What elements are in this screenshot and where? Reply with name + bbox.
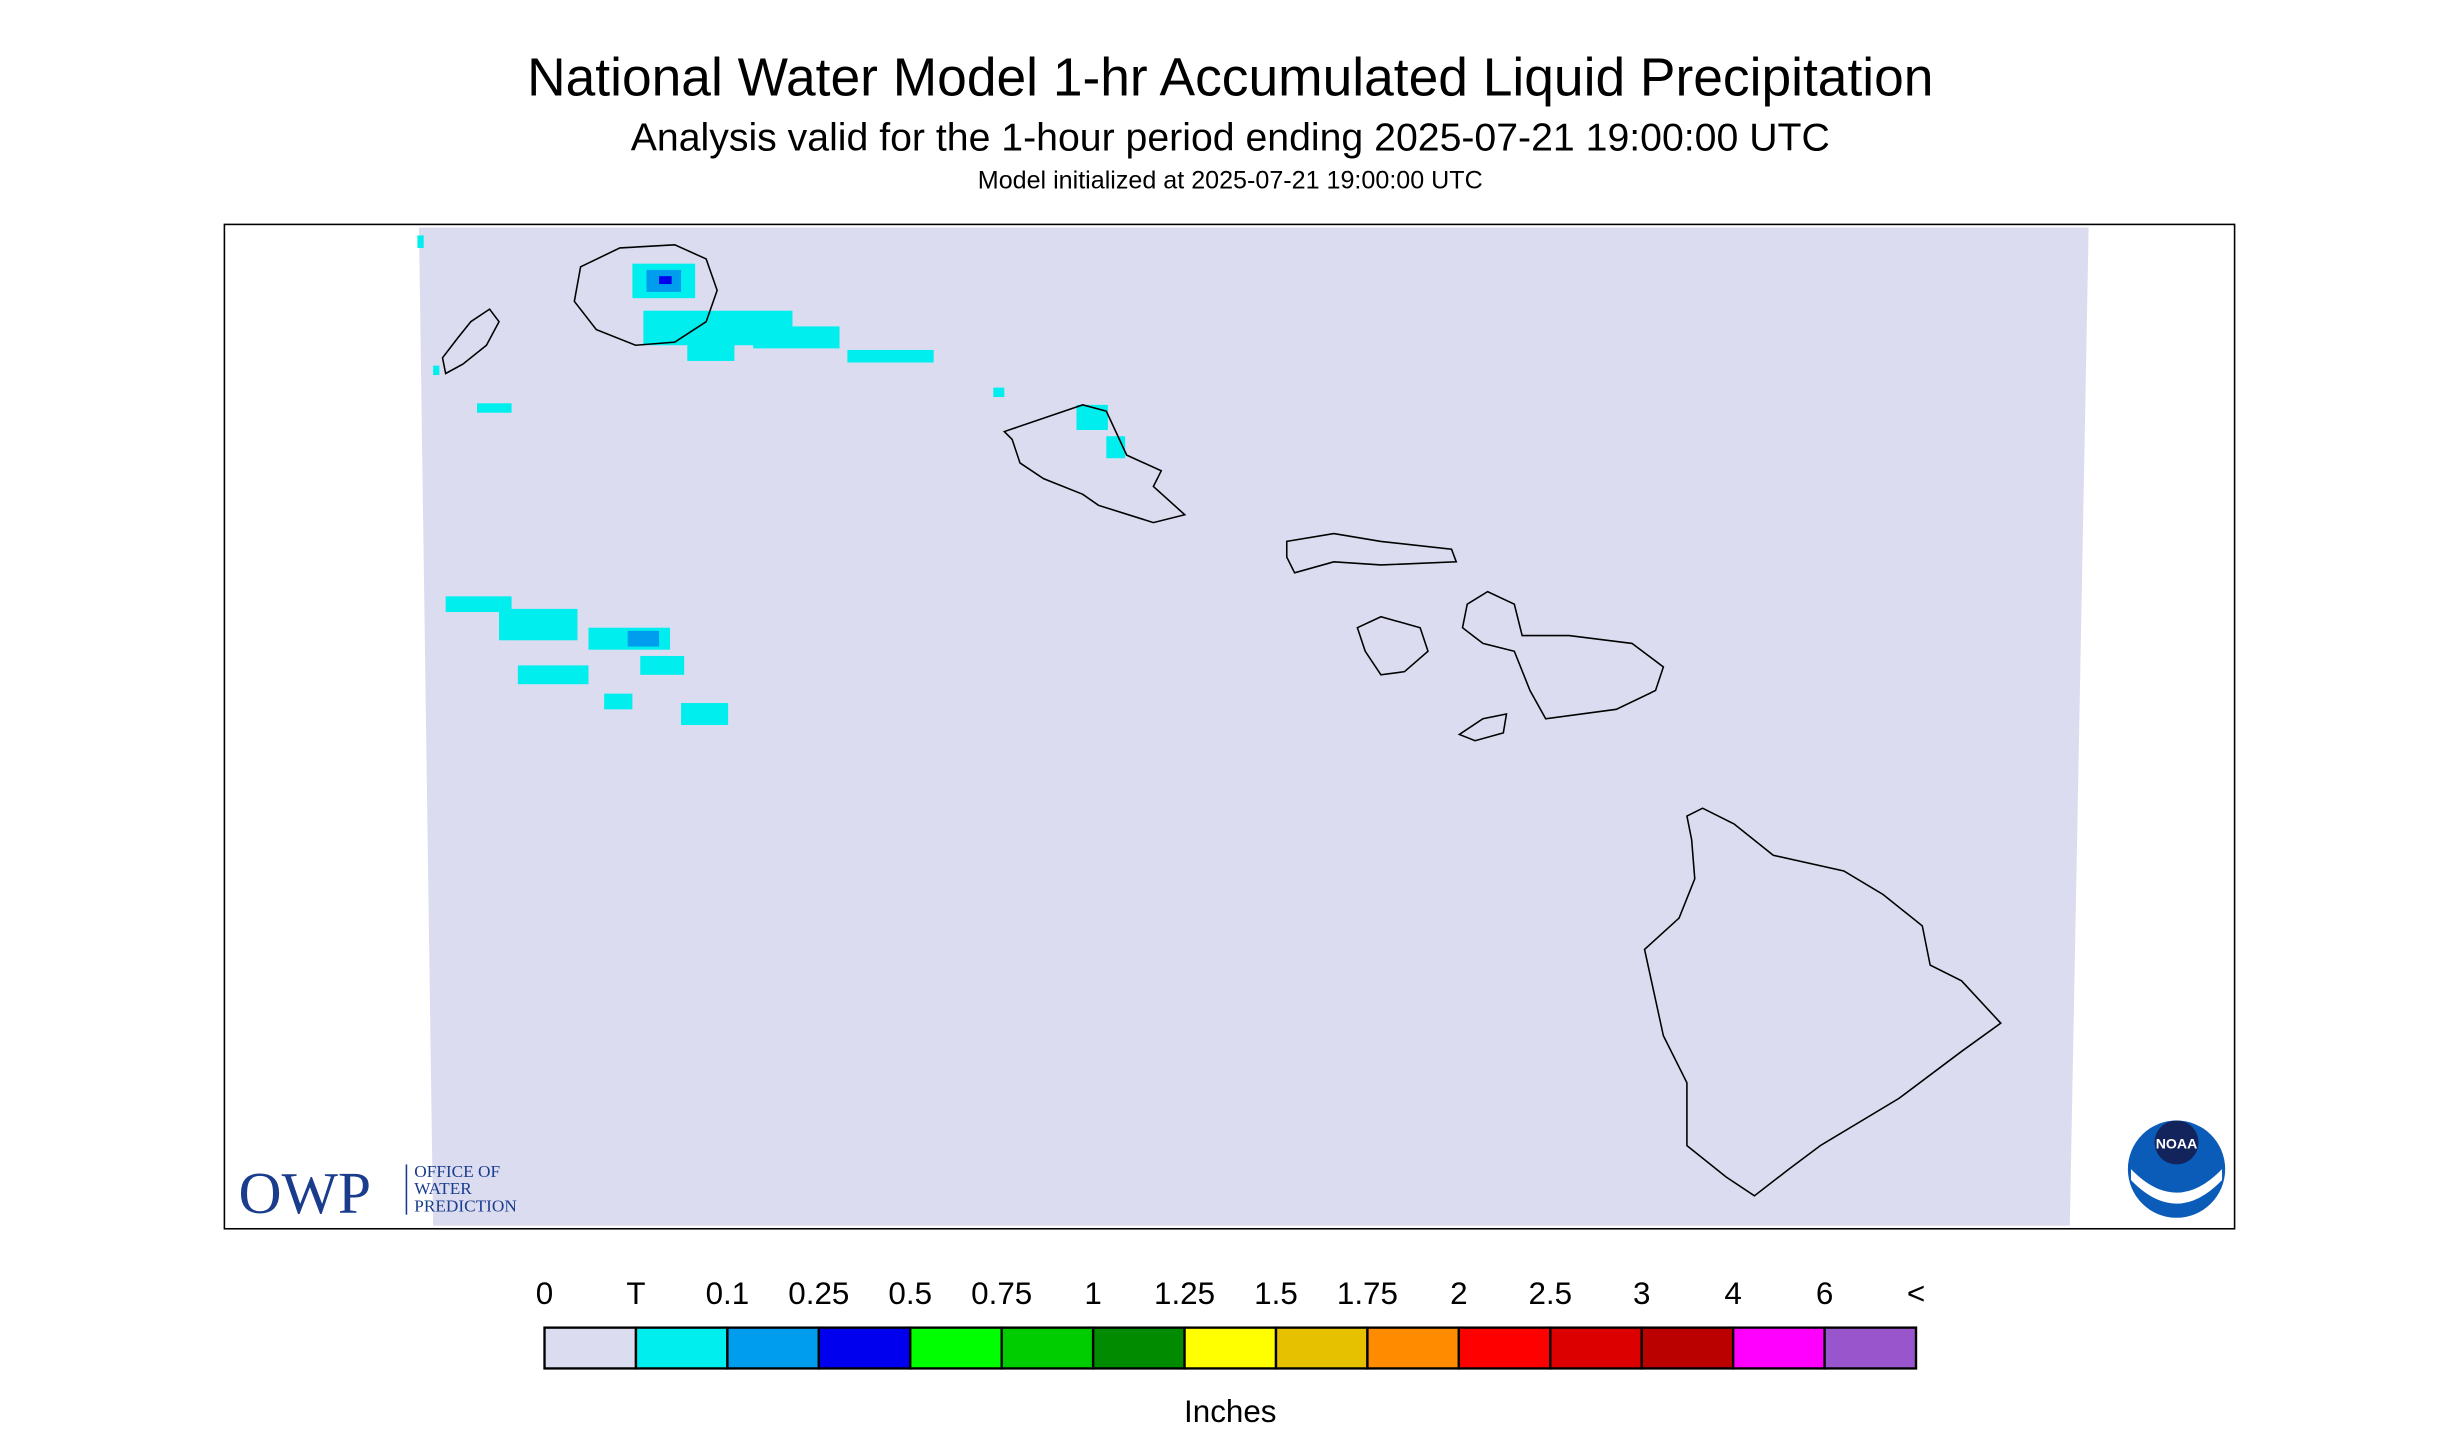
legend-label: 0.5 xyxy=(888,1276,932,1311)
legend-label: 0.25 xyxy=(788,1276,849,1311)
legend-swatch xyxy=(1823,1326,1918,1370)
noaa-logo: NOAA xyxy=(2127,1120,2226,1218)
precip-moderate xyxy=(659,276,672,285)
owp-mark: OWP xyxy=(239,1160,371,1226)
legend-label: 0.1 xyxy=(706,1276,750,1311)
legend-label: 6 xyxy=(1816,1276,1833,1311)
legend-unit: Inches xyxy=(1184,1394,1276,1429)
owp-logo: OWP OFFICE OF WATER PREDICTION xyxy=(239,1160,518,1226)
legend-swatch xyxy=(1274,1326,1369,1370)
legend-swatch xyxy=(1457,1326,1552,1370)
legend-label: 2.5 xyxy=(1528,1276,1572,1311)
legend-label: 1.5 xyxy=(1254,1276,1298,1311)
noaa-text: NOAA xyxy=(2156,1136,2198,1152)
legend-label: 0.75 xyxy=(971,1276,1032,1311)
legend-swatch xyxy=(1000,1326,1095,1370)
legend-swatch xyxy=(909,1326,1003,1370)
legend-swatch xyxy=(1366,1326,1461,1370)
legend-swatch xyxy=(543,1326,638,1370)
model-domain xyxy=(418,227,2089,1226)
legend-swatch xyxy=(1183,1326,1278,1370)
legend-swatch xyxy=(817,1326,912,1370)
legend: 0 T 0.1 0.25 0.5 0.75 1 1.25 1.5 1.75 2 2.5 3 4 6 < xyxy=(536,1276,1925,1370)
legend-label: 4 xyxy=(1724,1276,1741,1311)
legend-label: 1 xyxy=(1084,1276,1101,1311)
legend-swatch xyxy=(634,1326,729,1370)
owp-line: WATER xyxy=(414,1179,472,1198)
legend-swatch xyxy=(1731,1326,1826,1370)
subtitle: Analysis valid for the 1-hour period end… xyxy=(631,116,1830,160)
map-panel: OWP OFFICE OF WATER PREDICTION NOAA xyxy=(223,223,2236,1230)
coastlines xyxy=(441,244,2002,1197)
precip-trace xyxy=(417,235,1126,726)
legend-label: < xyxy=(1907,1276,1925,1311)
legend-swatch xyxy=(1549,1326,1643,1370)
legend-label: 3 xyxy=(1633,1276,1650,1311)
legend-label: 2 xyxy=(1450,1276,1467,1311)
legend-label: 1.25 xyxy=(1154,1276,1215,1311)
legend-swatch xyxy=(1091,1326,1186,1370)
legend-label: 1.75 xyxy=(1337,1276,1398,1311)
legend-label: T xyxy=(626,1276,645,1311)
legend-label: 0 xyxy=(536,1276,553,1311)
legend-swatch xyxy=(1640,1326,1735,1370)
title: National Water Model 1-hr Accumulated Li… xyxy=(527,49,1933,108)
init-time: Model initialized at 2025-07-21 19:00:00… xyxy=(978,166,1483,194)
owp-line: OFFICE OF xyxy=(414,1162,500,1181)
owp-line: PREDICTION xyxy=(414,1197,517,1216)
legend-swatch xyxy=(726,1326,821,1370)
